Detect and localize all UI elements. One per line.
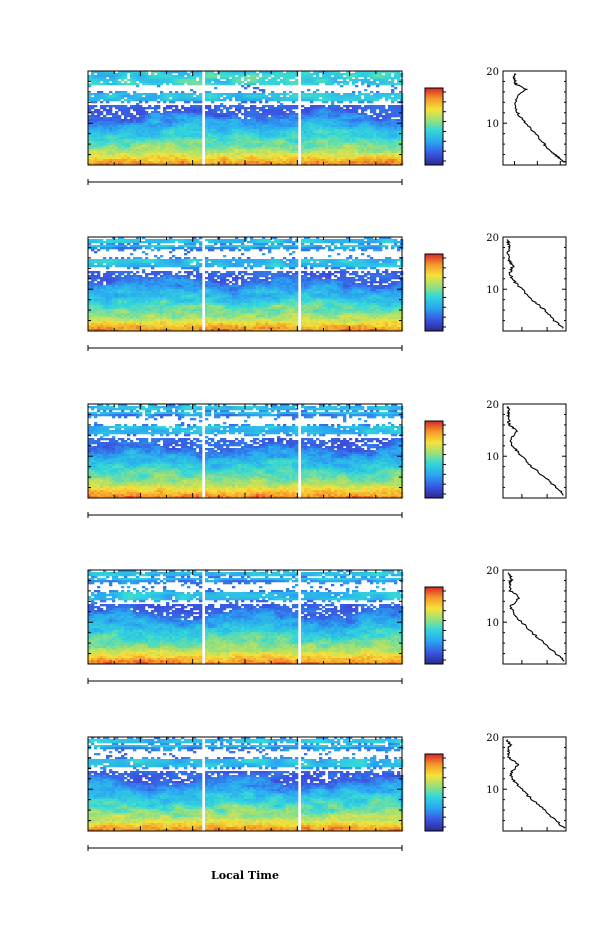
average-frame: [502, 736, 567, 832]
average-profile-line: [507, 572, 565, 662]
beam-panel: 10 20: [87, 400, 567, 518]
average-frame: [502, 403, 567, 499]
average-profile-line: [505, 239, 564, 329]
average-profile-line: [512, 73, 567, 163]
average-y-tick: 20: [486, 233, 499, 244]
average-y-tick: 10: [486, 618, 499, 629]
average-profile-line: [505, 739, 566, 829]
average-frame: [502, 236, 567, 332]
average-y-tick: 10: [486, 285, 499, 296]
beam-panel: 10 20: [87, 67, 567, 185]
colorbar: [424, 253, 444, 332]
beam-panel: 10 20: [87, 233, 567, 351]
beam-panel: 10 20: [87, 733, 567, 851]
echo-heatmap: [88, 737, 404, 832]
average-profile-line: [505, 406, 564, 496]
average-y-tick: 20: [486, 67, 499, 78]
colorbar: [424, 586, 444, 665]
average-y-tick: 20: [486, 733, 499, 744]
colorbar: [424, 753, 444, 832]
beam-panel: 10 20: [87, 566, 567, 684]
echo-heatmap: [88, 570, 404, 665]
colorbar: [424, 420, 444, 499]
colorbar: [424, 87, 444, 166]
average-y-tick: 10: [486, 119, 499, 130]
average-y-tick: 10: [486, 452, 499, 463]
echo-heatmap: [88, 237, 404, 332]
average-y-tick: 10: [486, 785, 499, 796]
average-frame: [502, 569, 567, 665]
average-frame: [502, 70, 567, 166]
average-y-tick: 20: [486, 566, 499, 577]
echo-heatmap: [88, 404, 404, 499]
echo-heatmap: [88, 71, 404, 166]
local-time-label: Local Time: [211, 869, 279, 882]
average-y-tick: 20: [486, 400, 499, 411]
